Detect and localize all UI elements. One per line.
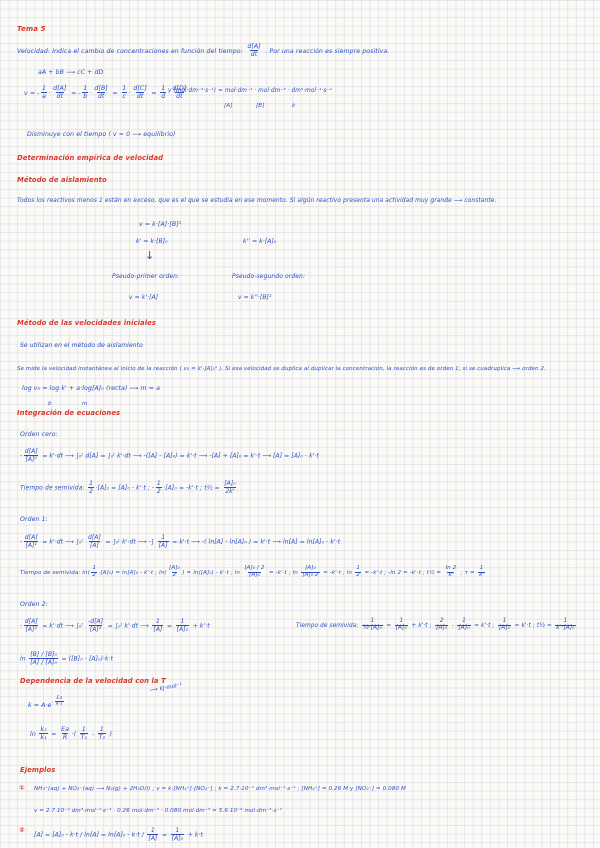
orden-dos-chain: - d[A] [A]² = k'·dt ⟶ ∫₀ᵗ -d[A] [A]² = ∫₀ᵗ … — [20, 618, 210, 633]
vi-uso: Se utilizan en el método de aislamiento — [20, 342, 143, 349]
ejemplo1-enunciado: NH₄⁺(aq) + NO₂⁻(aq) ⟶ N₂(g) + 2H₂O(l) ; … — [34, 786, 406, 792]
ejemplo1-resultado: v = 2.7·10⁻⁴ dm³·mol⁻¹·s⁻¹ · 0.26 mol·dm… — [34, 808, 282, 814]
heading-integracion: Integración de ecuaciones — [17, 409, 121, 417]
vi-descripcion: Se mide la velocidad instantánea al inic… — [17, 366, 546, 372]
orden-cero-semivida: Tiempo de semivida: 1 2 ·[A]₀ = [A]₀ - k'·… — [20, 480, 236, 495]
pseudo-first-label: Pseudo-primer orden: — [112, 273, 180, 280]
orden-dos-semivida: Tiempo de semivida: 1 ½·[A]₀ = 1 [A]₀ + k'… — [296, 618, 576, 632]
pseudo-k1: k' = k·[B]₀ — [136, 238, 168, 245]
aislamiento-text: Todos los reactivos menos 1 están en exc… — [17, 198, 497, 204]
heading-determinacion: Determinación empírica de velocidad — [17, 154, 164, 162]
units-expression: v (mol·dm⁻³·s⁻¹) = mol·dm⁻³ · mol·dm⁻³ ·… — [168, 88, 332, 94]
units-label-b: [B] — [256, 103, 265, 109]
orden-dos-integrada: ln [B] / [B]₀ [A] / [A]₀ = ([B]₀ - [A]₀)·… — [20, 651, 114, 666]
vi-log-eq: log v₀ = log k' + a·log[A]₀ (recta) ⟶ m … — [22, 385, 160, 392]
orden-cero-label: Orden cero: — [20, 431, 58, 438]
rate-expression: v = -1 a · d[A] dt = -1 b · d[B] dt = 1 c · d[C] dt … — [24, 85, 187, 100]
heading-velocidades-iniciales: Método de las velocidades iniciales — [17, 319, 157, 327]
units-label-k: k — [292, 103, 296, 109]
arrhenius-eq: k = A·e- Ea R·T — [28, 696, 65, 709]
heading-tema: Tema 5 — [17, 25, 46, 33]
pseudo-first-eq: v = k'·[A] — [129, 294, 159, 301]
pseudo-second-eq: v = k''·[B]² — [238, 294, 272, 301]
heading-ejemplos: Ejemplos — [20, 766, 56, 774]
pseudo-k2: k'' = k·[A]₀ — [243, 238, 277, 245]
pseudo-second-label: Pseudo-segundo orden: — [232, 273, 306, 280]
ejemplo2-ecuaciones: [A] = [A]₀ - k·t / ln[A] = ln[A]₀ - k·t … — [34, 827, 203, 842]
reaction-scheme: aA + bB ⟶ cC + dD — [38, 69, 104, 76]
arrhenius-two-temps: ln k₂ k₁ = Ea R ·( 1 T₁ - 1 T₂ ) — [30, 726, 113, 741]
vi-log-label-m: m — [82, 401, 88, 407]
ejemplo2-numero: ② — [19, 826, 25, 834]
units-label-a: [A] — [224, 103, 233, 109]
orden-cero-chain: - d[A] [A]⁰ = k'·dt ⟶ ∫₀ᵗ d[A] = ∫₀ᵗ k'·dt… — [20, 448, 319, 463]
velocity-definition: Velocidad: Indica el cambio de concentra… — [17, 43, 390, 58]
orden-uno-label: Orden 1: — [20, 516, 48, 523]
orden-uno-chain: - d[A] [A]¹ = k'·dt ⟶ ∫₀ᵗ d[A] [A] = ∫₀ᵗ k'… — [20, 534, 341, 549]
arrow-down: ↓ — [145, 249, 155, 262]
ejemplo1-numero: ① — [19, 784, 25, 792]
rate-law: v = k·[A]·[B]² — [139, 221, 182, 228]
vi-log-label-b: b — [48, 401, 52, 407]
heading-aislamiento: Método de aislamiento — [17, 176, 107, 184]
orden-dos-label: Orden 2: — [20, 601, 48, 608]
orden-uno-semivida: Tiempo de semivida: ln(1 2 ·[A]₀) = ln[A]₀… — [20, 565, 486, 579]
note-disminuye: Disminuye con el tiempo ( v = 0 ⟶ equili… — [27, 131, 176, 138]
heading-temperatura: Dependencia de la velocidad con la T — [20, 677, 166, 685]
